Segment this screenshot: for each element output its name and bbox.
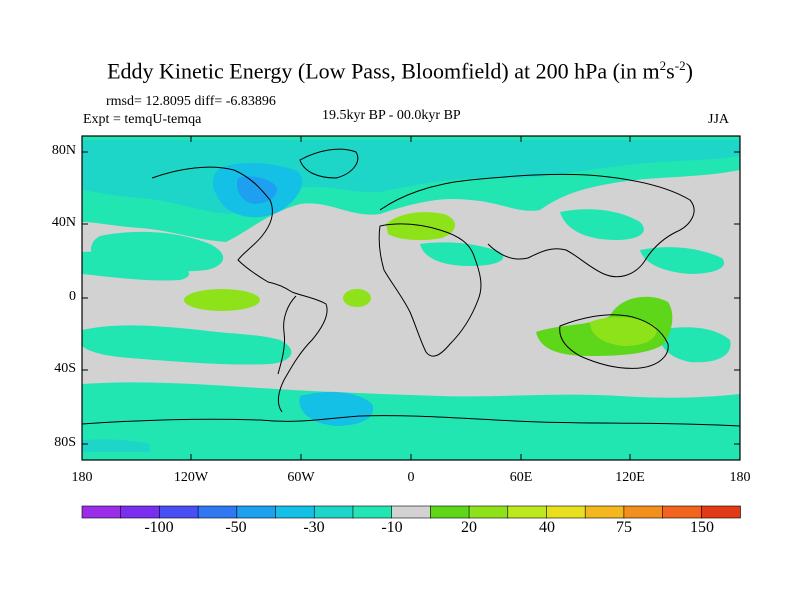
colorbar-label-75: 75: [616, 519, 632, 536]
tropical-atlantic-positive: [343, 289, 371, 307]
xlabel-180-right: 180: [729, 470, 751, 485]
colorbar-swatch-8: [391, 505, 432, 519]
colorbar-swatch-6: [313, 505, 354, 519]
south-pacific-negative: [82, 325, 292, 365]
colorbar-swatch-15: [662, 505, 703, 519]
west-pacific-negative: [640, 247, 725, 274]
colorbar-swatch-10: [468, 505, 509, 519]
ylabel-40n: 40N: [51, 215, 76, 230]
east-pacific-negative: [82, 251, 190, 281]
mediterranean-positive: [386, 212, 456, 241]
title-unit-s: s: [666, 58, 675, 84]
chart-title: Eddy Kinetic Energy (Low Pass, Bloomfiel…: [0, 58, 800, 84]
colorbar-label-20: 20: [461, 519, 477, 536]
antarctic-negative: [82, 432, 740, 460]
colorbar-swatch-16: [700, 505, 741, 519]
colorbar-label-minus30: -30: [303, 519, 325, 536]
antarctic-mid-negative: [82, 439, 150, 452]
colorbar-swatch-1: [120, 505, 161, 519]
eurasia-coast: [379, 173, 695, 278]
antarctica-coast: [82, 415, 740, 427]
ylabel-0: 0: [69, 289, 76, 304]
colorbar-swatch-4: [236, 505, 277, 519]
north-america-coast: [151, 166, 293, 293]
australia-coast: [559, 314, 669, 369]
coastlines: [82, 148, 740, 427]
colorbar-label-40: 40: [539, 519, 555, 536]
colorbar-label-minus100: -100: [144, 519, 174, 536]
colorbar-swatch-13: [584, 505, 625, 519]
colorbar-swatch-11: [507, 505, 548, 519]
colorbar-swatch-7: [352, 505, 393, 519]
xlabel-60e: 60E: [509, 470, 533, 485]
colorbar-swatch-14: [623, 505, 664, 519]
tropical-pacific-positive: [184, 289, 260, 311]
asia-jet-negative: [560, 209, 644, 240]
north-america-core: [236, 176, 277, 204]
south-atlantic-strong-negative: [299, 391, 374, 426]
south-america-west-coast: [277, 295, 297, 375]
xlabel-60w: 60W: [287, 470, 315, 485]
axis-ticks: [82, 136, 740, 460]
africa-30n-negative: [420, 242, 504, 266]
ylabel-80s: 80S: [54, 435, 76, 450]
title-sup-1: 2: [659, 58, 667, 73]
colorbar-swatch-0: [81, 505, 122, 519]
colorbar-swatch-9: [430, 505, 470, 519]
ylabel-40s: 40S: [54, 361, 76, 376]
colorbar-label-150: 150: [690, 519, 714, 536]
colorbar-swatch-5: [275, 505, 316, 519]
title-text: Eddy Kinetic Energy (Low Pass, Bloomfiel…: [107, 58, 660, 84]
tasman-negative: [659, 327, 731, 363]
rmsd-diff-text: rmsd= 12.8095 diff= -6.83896: [106, 94, 276, 109]
title-sup-2: -2: [674, 58, 686, 73]
period-subtitle: 19.5kyr BP - 00.0kyr BP: [322, 108, 461, 123]
experiment-label: Expt = temqU-temqa: [83, 112, 202, 127]
ylabel-80n: 80N: [51, 143, 76, 158]
colorbar-swatch-2: [159, 505, 199, 519]
xlabel-180-left: 180: [71, 470, 93, 485]
southern-ocean-negative-band: [82, 382, 740, 446]
australia-positive-core: [590, 317, 657, 346]
colorbar-swatch-3: [197, 505, 238, 519]
colorbar-label-minus50: -50: [225, 519, 247, 536]
colorbar-swatch-12: [546, 505, 586, 519]
xlabel-0: 0: [407, 470, 415, 485]
season-label: JJA: [708, 112, 730, 127]
greenland-coast: [299, 148, 359, 179]
xlabel-120e: 120E: [615, 470, 645, 485]
south-america-coast: [277, 291, 328, 413]
eke-field: [82, 136, 740, 460]
xlabel-120w: 120W: [173, 470, 209, 485]
africa-coast: [378, 223, 482, 357]
colorbar: [81, 505, 741, 519]
colorbar-label-minus10: -10: [381, 519, 403, 536]
title-close: ): [685, 58, 693, 84]
